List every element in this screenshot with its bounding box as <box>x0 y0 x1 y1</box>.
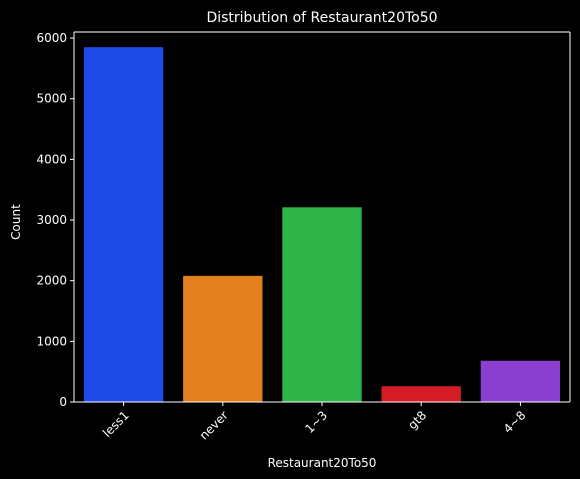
y-axis-label: Count <box>9 204 23 240</box>
bar-less1 <box>83 47 164 402</box>
y-tick-label: 0 <box>59 395 67 409</box>
x-tick-label: gt8 <box>405 408 429 432</box>
y-tick-label: 4000 <box>36 152 67 166</box>
x-tick-label: never <box>197 408 231 442</box>
x-tick-label: less1 <box>100 408 132 440</box>
bar-4~8 <box>480 360 561 402</box>
y-tick-label: 5000 <box>36 92 67 106</box>
y-tick-label: 2000 <box>36 274 67 288</box>
bar-never <box>183 275 263 402</box>
chart-title: Distribution of Restaurant20To50 <box>206 10 437 26</box>
y-tick-label: 6000 <box>36 31 67 45</box>
bar-1~3 <box>282 207 362 402</box>
plot-area: 0 1000 2000 3000 4000 5000 6000 less1 never 1~3 gt… <box>36 31 571 442</box>
y-tick-label: 3000 <box>36 213 67 227</box>
x-tick-label: 1~3 <box>302 408 330 436</box>
x-axis-label: Restaurant20To50 <box>268 456 377 470</box>
x-tick-label: 4~8 <box>501 408 529 436</box>
y-tick-label: 1000 <box>36 334 67 348</box>
bar-gt8 <box>381 386 461 402</box>
